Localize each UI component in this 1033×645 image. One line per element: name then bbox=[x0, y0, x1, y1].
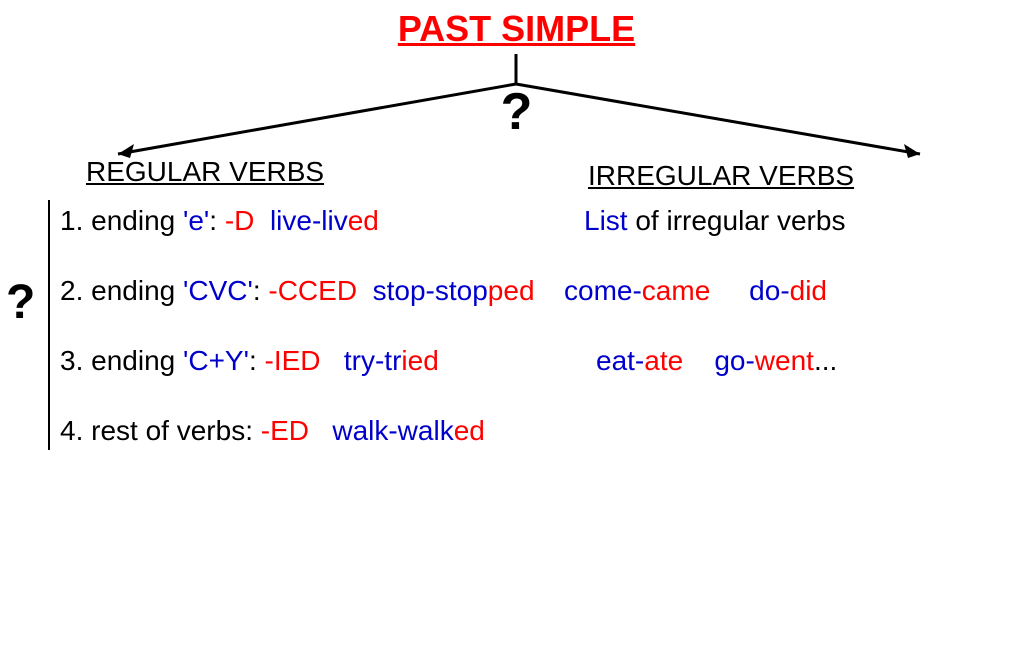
rule1-ex-base: live-liv bbox=[270, 205, 348, 236]
rule2-suffix: -CCED bbox=[268, 275, 357, 306]
rule2-num: 2. bbox=[60, 275, 91, 306]
irr-e4-past: went bbox=[755, 345, 814, 376]
page-title: PAST SIMPLE bbox=[0, 8, 1033, 50]
rule1-suffix: -D bbox=[225, 205, 255, 236]
irr-e1-past: came bbox=[642, 275, 710, 306]
rule1-gap bbox=[254, 205, 270, 236]
rule1-num: 1. bbox=[60, 205, 91, 236]
rule4-num: 4. bbox=[60, 415, 91, 446]
irregular-heading-text: IRREGULAR VERBS bbox=[588, 160, 854, 191]
irregular-examples-2: eat-ate go-went... bbox=[596, 345, 837, 377]
qmark-left-text: ? bbox=[6, 276, 35, 329]
rule3-num: 3. bbox=[60, 345, 91, 376]
irr-e2-base: do- bbox=[749, 275, 789, 306]
title-text: PAST SIMPLE bbox=[398, 8, 635, 49]
rule-row-3: 3. ending 'C+Y': -IED try-tried bbox=[60, 345, 439, 377]
rule4-suffix: -ED bbox=[261, 415, 309, 446]
rule3-gap bbox=[321, 345, 344, 376]
rule1-label: ending bbox=[91, 205, 183, 236]
rule1-pattern: 'e' bbox=[183, 205, 209, 236]
rule2-label: ending bbox=[91, 275, 183, 306]
irregular-list-word: List bbox=[584, 205, 628, 236]
rules-vertical-bar bbox=[48, 200, 50, 450]
right-arrowhead-icon bbox=[904, 144, 920, 158]
rule3-ex-end: ied bbox=[401, 345, 438, 376]
rule-row-4: 4. rest of verbs: -ED walk-walked bbox=[60, 415, 485, 447]
center-question-mark: ? bbox=[0, 82, 1033, 142]
rule3-pattern: 'C+Y' bbox=[183, 345, 249, 376]
rule-row-2: 2. ending 'CVC': -CCED stop-stopped bbox=[60, 275, 535, 307]
rule3-colon: : bbox=[249, 345, 265, 376]
irregular-intro-rest: of irregular verbs bbox=[628, 205, 846, 236]
rule2-ex-end: ped bbox=[488, 275, 535, 306]
rule2-ex-base: stop-stop bbox=[373, 275, 488, 306]
rule4-ex-end: ed bbox=[454, 415, 485, 446]
left-question-mark: ? bbox=[6, 275, 35, 330]
rule4-label: rest of verbs: bbox=[91, 415, 261, 446]
rule1-ex-end: ed bbox=[348, 205, 379, 236]
rule4-ex-base: walk-walk bbox=[332, 415, 453, 446]
irr-e2-past: did bbox=[790, 275, 827, 306]
irr-ellipsis: ... bbox=[814, 345, 837, 376]
rule3-label: ending bbox=[91, 345, 183, 376]
qmark-text: ? bbox=[501, 83, 533, 141]
regular-verbs-heading: REGULAR VERBS bbox=[86, 156, 324, 188]
irr-gap34 bbox=[683, 345, 714, 376]
rule3-suffix: -IED bbox=[265, 345, 321, 376]
irr-e1-base: come- bbox=[564, 275, 642, 306]
rule2-gap bbox=[357, 275, 373, 306]
rule2-pattern: 'CVC' bbox=[183, 275, 253, 306]
irr-e3-past: ate bbox=[644, 345, 683, 376]
rule2-colon: : bbox=[253, 275, 269, 306]
irregular-intro: List of irregular verbs bbox=[584, 205, 845, 237]
regular-heading-text: REGULAR VERBS bbox=[86, 156, 324, 187]
irregular-examples-1: come-came do-did bbox=[564, 275, 827, 307]
irr-gap12 bbox=[710, 275, 749, 306]
rule-row-1: 1. ending 'e': -D live-lived bbox=[60, 205, 379, 237]
irregular-verbs-heading: IRREGULAR VERBS bbox=[588, 160, 854, 192]
irr-e4-base: go- bbox=[714, 345, 754, 376]
irr-e3-base: eat- bbox=[596, 345, 644, 376]
rule4-gap bbox=[309, 415, 332, 446]
rule3-ex-base: try-tr bbox=[344, 345, 402, 376]
rule1-colon: : bbox=[209, 205, 225, 236]
